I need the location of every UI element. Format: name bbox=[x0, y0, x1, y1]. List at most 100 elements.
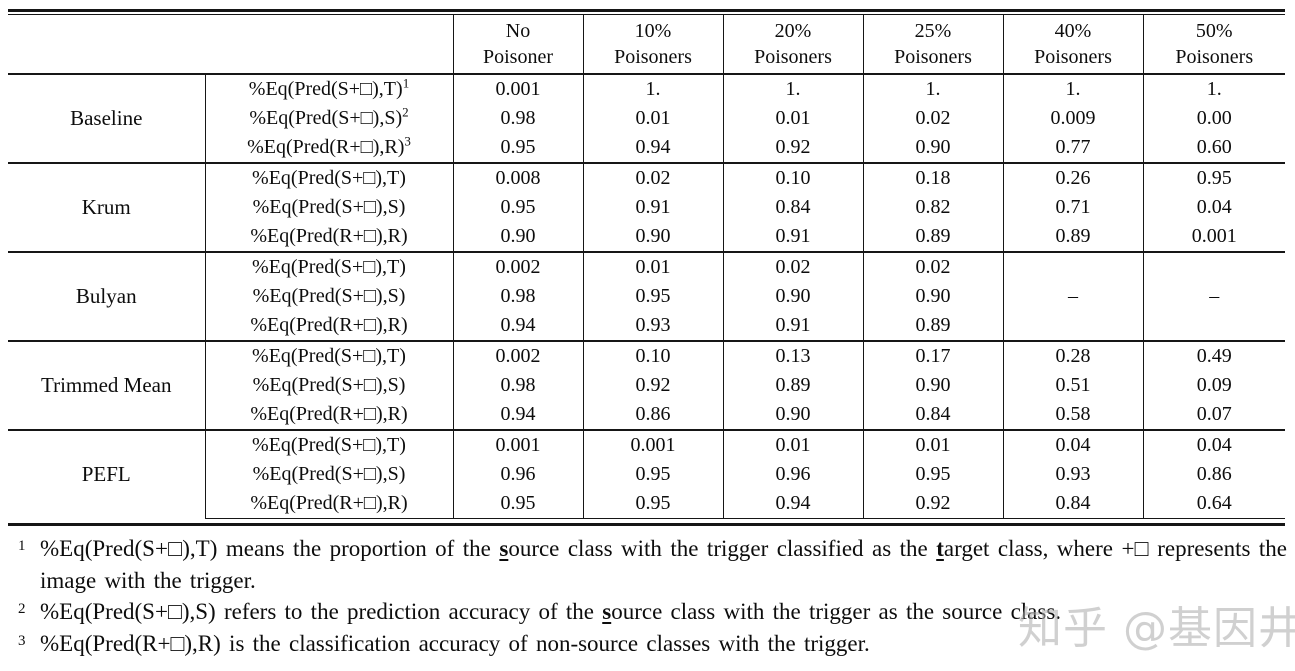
metric-label-text: %Eq(Pred(R+□),R) bbox=[250, 492, 408, 514]
footnote-text: %Eq(Pred(S+□),T) means the proportion of… bbox=[40, 536, 500, 561]
value-cell: 0.95 bbox=[862, 460, 1003, 489]
value-cell: 0.95 bbox=[582, 489, 723, 519]
value-cell: 0.00 bbox=[1142, 104, 1285, 133]
value-cell: 0.95 bbox=[452, 133, 583, 163]
header-line2: Poisoners bbox=[754, 46, 832, 68]
header-col-25%: 25% Poisoners bbox=[862, 15, 1003, 75]
value-cell: 0.91 bbox=[722, 222, 863, 252]
metric-label: %Eq(Pred(S+□),T)1 bbox=[204, 73, 453, 104]
value-cell: 0.009 bbox=[1002, 104, 1143, 133]
value-cell: 0.94 bbox=[582, 133, 723, 163]
value-cell: 0.02 bbox=[722, 251, 863, 282]
table-top-rule-thin bbox=[8, 14, 1285, 15]
value-cell: 0.89 bbox=[862, 311, 1003, 341]
metric-label-text: %Eq(Pred(S+□),T) bbox=[252, 256, 406, 278]
row-pefl-1: %Eq(Pred(S+□),S) 0.96 0.95 0.96 0.95 0.93 0.86 bbox=[8, 460, 1285, 489]
value-cell: 0.04 bbox=[1002, 429, 1143, 460]
value-cell: 0.01 bbox=[722, 429, 863, 460]
value-cell: 0.84 bbox=[1002, 489, 1143, 519]
value-cell: 1. bbox=[1142, 73, 1285, 104]
value-cell: 0.90 bbox=[862, 133, 1003, 163]
value-cell: 0.89 bbox=[722, 371, 863, 400]
value-cell: 0.02 bbox=[862, 104, 1003, 133]
value-cell: 0.07 bbox=[1142, 400, 1285, 430]
header-col-no: No Poisoner bbox=[452, 15, 583, 75]
row-baseline-0: Baseline %Eq(Pred(S+□),T)1 0.001 1. 1. 1. 1. 1. bbox=[8, 73, 1285, 163]
method-name-krum: Krum bbox=[8, 162, 205, 252]
value-cell: 0.10 bbox=[582, 340, 723, 371]
value-cell: 0.86 bbox=[1142, 460, 1285, 489]
value-cell: 0.95 bbox=[582, 282, 723, 311]
value-cell: 0.98 bbox=[452, 104, 583, 133]
value-cell: 1. bbox=[722, 73, 863, 104]
metric-footnote-ref: 2 bbox=[402, 104, 409, 120]
metric-label: %Eq(Pred(R+□),R) bbox=[204, 311, 453, 341]
value-cell: 0.60 bbox=[1142, 133, 1285, 163]
value-cell: 0.86 bbox=[582, 400, 723, 430]
footnote-text: %Eq(Pred(S+□),S) refers to the predictio… bbox=[40, 599, 603, 624]
value-cell: 0.02 bbox=[582, 162, 723, 193]
value-cell: 0.002 bbox=[452, 251, 583, 282]
metric-label: %Eq(Pred(S+□),S) bbox=[204, 282, 453, 311]
header-line1: 40% bbox=[1054, 20, 1092, 42]
value-cell: 0.58 bbox=[1002, 400, 1143, 430]
value-cell: 0.01 bbox=[722, 104, 863, 133]
metric-footnote-ref: 3 bbox=[404, 133, 411, 149]
metric-label: %Eq(Pred(S+□),S)2 bbox=[204, 104, 453, 133]
metric-label: %Eq(Pred(S+□),T) bbox=[204, 251, 453, 282]
method-name-baseline: Baseline bbox=[8, 73, 205, 163]
method-name-trimmed-mean: Trimmed Mean bbox=[8, 340, 205, 430]
value-cell: 0.51 bbox=[1002, 371, 1143, 400]
footnote-number: 3 bbox=[18, 632, 26, 649]
metric-label-text: %Eq(Pred(S+□),S) bbox=[252, 463, 406, 485]
footnote-text: arget class, where +□ represents the ima… bbox=[40, 536, 1287, 593]
footnote-text: ource class with the trigger as the sour… bbox=[611, 599, 1062, 624]
header-col-40%: 40% Poisoners bbox=[1002, 15, 1143, 75]
header-line1: No bbox=[505, 20, 531, 42]
row-bulyan-2: %Eq(Pred(R+□),R) 0.94 0.93 0.91 0.89 bbox=[8, 311, 1285, 341]
table-header: No Poisoner 10% Poisoners 20% Poisoners 25% Poi… bbox=[8, 15, 1285, 75]
value-cell: 0.82 bbox=[862, 193, 1003, 222]
header-col-10%: 10% Poisoners bbox=[582, 15, 723, 75]
value-cell: 0.90 bbox=[862, 282, 1003, 311]
footnote-emphasized-letter: t bbox=[936, 536, 944, 561]
footnote-text: ource class with the trigger classified … bbox=[508, 536, 937, 561]
row-trimmed-mean-2: %Eq(Pred(R+□),R) 0.94 0.86 0.90 0.84 0.58 0.07 bbox=[8, 400, 1285, 430]
header-col-20%: 20% Poisoners bbox=[722, 15, 863, 75]
value-cell: 0.01 bbox=[582, 251, 723, 282]
value-cell: 0.94 bbox=[452, 400, 583, 430]
value-cell: 0.01 bbox=[862, 429, 1003, 460]
footnote-emphasized-letter: s bbox=[602, 599, 612, 624]
header-line2: Poisoners bbox=[1034, 46, 1112, 68]
footnote-number: 1 bbox=[18, 538, 26, 554]
metric-label: %Eq(Pred(R+□),R) bbox=[204, 489, 453, 519]
footnotes: 1 %Eq(Pred(S+□),T) means the proportion o… bbox=[10, 533, 1287, 659]
value-cell: 0.92 bbox=[582, 371, 723, 400]
metric-label: %Eq(Pred(S+□),T) bbox=[204, 162, 453, 193]
header-line2: Poisoner bbox=[483, 46, 553, 68]
metric-label: %Eq(Pred(S+□),T) bbox=[204, 340, 453, 371]
value-cell: 0.04 bbox=[1142, 429, 1285, 460]
value-cell: 0.09 bbox=[1142, 371, 1285, 400]
value-cell: 0.71 bbox=[1002, 193, 1143, 222]
header-col-50%: 50% Poisoners bbox=[1142, 15, 1285, 75]
value-cell: 0.95 bbox=[452, 193, 583, 222]
header-line2: Poisoners bbox=[894, 46, 972, 68]
header-empty-metric bbox=[205, 15, 453, 75]
value-cell: 0.94 bbox=[722, 489, 863, 519]
value-cell: 0.91 bbox=[582, 193, 723, 222]
row-bulyan-1: %Eq(Pred(S+□),S) 0.98 0.95 0.90 0.90 bbox=[8, 282, 1285, 311]
missing-value-cell: – bbox=[1002, 251, 1143, 341]
row-trimmed-mean-0: Trimmed Mean %Eq(Pred(S+□),T) 0.002 0.10 0.1… bbox=[8, 340, 1285, 430]
value-cell: 0.02 bbox=[862, 251, 1003, 282]
value-cell: 0.98 bbox=[452, 282, 583, 311]
value-cell: 0.77 bbox=[1002, 133, 1143, 163]
table-top-rule-thick bbox=[8, 9, 1285, 12]
metric-label: %Eq(Pred(S+□),S) bbox=[204, 371, 453, 400]
metric-label-text: %Eq(Pred(S+□),T) bbox=[248, 78, 403, 100]
header-line2: Poisoners bbox=[1175, 46, 1254, 68]
method-name-pefl: PEFL bbox=[8, 429, 205, 519]
value-cell: 0.92 bbox=[862, 489, 1003, 519]
value-cell: 0.10 bbox=[722, 162, 863, 193]
value-cell: 0.95 bbox=[1142, 162, 1285, 193]
